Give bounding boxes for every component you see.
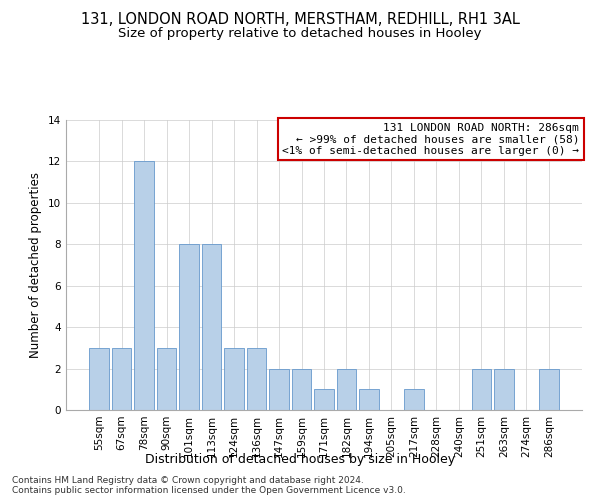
Bar [539, 368, 559, 410]
Bar [269, 368, 289, 410]
Text: 131, LONDON ROAD NORTH, MERSTHAM, REDHILL, RH1 3AL: 131, LONDON ROAD NORTH, MERSTHAM, REDHIL… [80, 12, 520, 28]
Bar [292, 368, 311, 410]
Bar [89, 348, 109, 410]
Y-axis label: Number of detached properties: Number of detached properties [29, 172, 43, 358]
Bar [314, 390, 334, 410]
Bar [337, 368, 356, 410]
Text: 131 LONDON ROAD NORTH: 286sqm
← >99% of detached houses are smaller (58)
<1% of : 131 LONDON ROAD NORTH: 286sqm ← >99% of … [282, 123, 579, 156]
Bar [224, 348, 244, 410]
Bar [494, 368, 514, 410]
Bar [359, 390, 379, 410]
Text: Size of property relative to detached houses in Hooley: Size of property relative to detached ho… [118, 28, 482, 40]
Bar [472, 368, 491, 410]
Bar [404, 390, 424, 410]
Bar [247, 348, 266, 410]
Bar [202, 244, 221, 410]
Text: Distribution of detached houses by size in Hooley: Distribution of detached houses by size … [145, 452, 455, 466]
Bar [179, 244, 199, 410]
Bar [134, 162, 154, 410]
Bar [112, 348, 131, 410]
Text: Contains HM Land Registry data © Crown copyright and database right 2024.
Contai: Contains HM Land Registry data © Crown c… [12, 476, 406, 495]
Bar [157, 348, 176, 410]
